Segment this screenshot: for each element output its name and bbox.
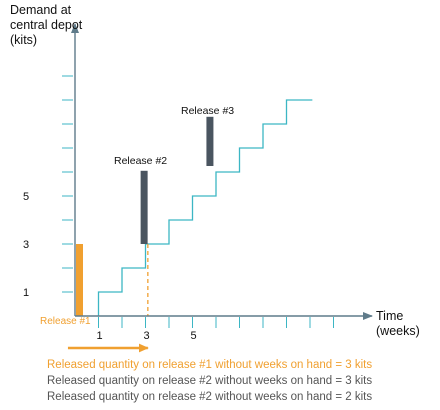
note-release-2-alt: Released quantity on release #2 without … [47, 391, 373, 403]
y-axis-label-line-3: (kits) [10, 33, 38, 47]
release-2-label: Release #2 [114, 155, 168, 167]
release-3-bar [206, 116, 214, 166]
x-axis-label-line-1: Time [376, 309, 404, 323]
note-release-2: Released quantity on release #2 without … [47, 375, 373, 387]
x-axis-label: Time (weeks) [376, 309, 420, 339]
note-release-1: Released quantity on release #1 without … [47, 359, 373, 371]
y-axis-label-line-2: central depot [10, 18, 83, 32]
release-1-label: Release #1 [40, 316, 91, 327]
x-tick-label-1: 1 [96, 330, 102, 342]
y-axis-label: Demand at central depot (kits) [10, 3, 82, 48]
x-tick-label-5: 5 [190, 330, 196, 342]
release-bars [76, 116, 214, 316]
tick-labels: 1 3 5 1 3 5 [23, 191, 197, 342]
release-2-bar [140, 170, 148, 244]
release-1-bar [76, 244, 83, 316]
demand-step-line [97, 99, 313, 317]
release-3-label: Release #3 [181, 105, 235, 117]
x-tick-label-3: 3 [143, 330, 149, 342]
release-notes: Released quantity on release #1 without … [47, 357, 372, 405]
y-axis-label-line-1: Demand at [10, 3, 72, 17]
x-axis-label-line-2: (weeks) [376, 324, 420, 338]
y-tick-label-3: 3 [23, 239, 29, 251]
y-tick-label-5: 5 [23, 191, 29, 203]
axes [67, 23, 373, 353]
tick-marks [62, 75, 334, 328]
y-tick-label-1: 1 [23, 287, 29, 299]
demand-curve [97, 99, 313, 317]
